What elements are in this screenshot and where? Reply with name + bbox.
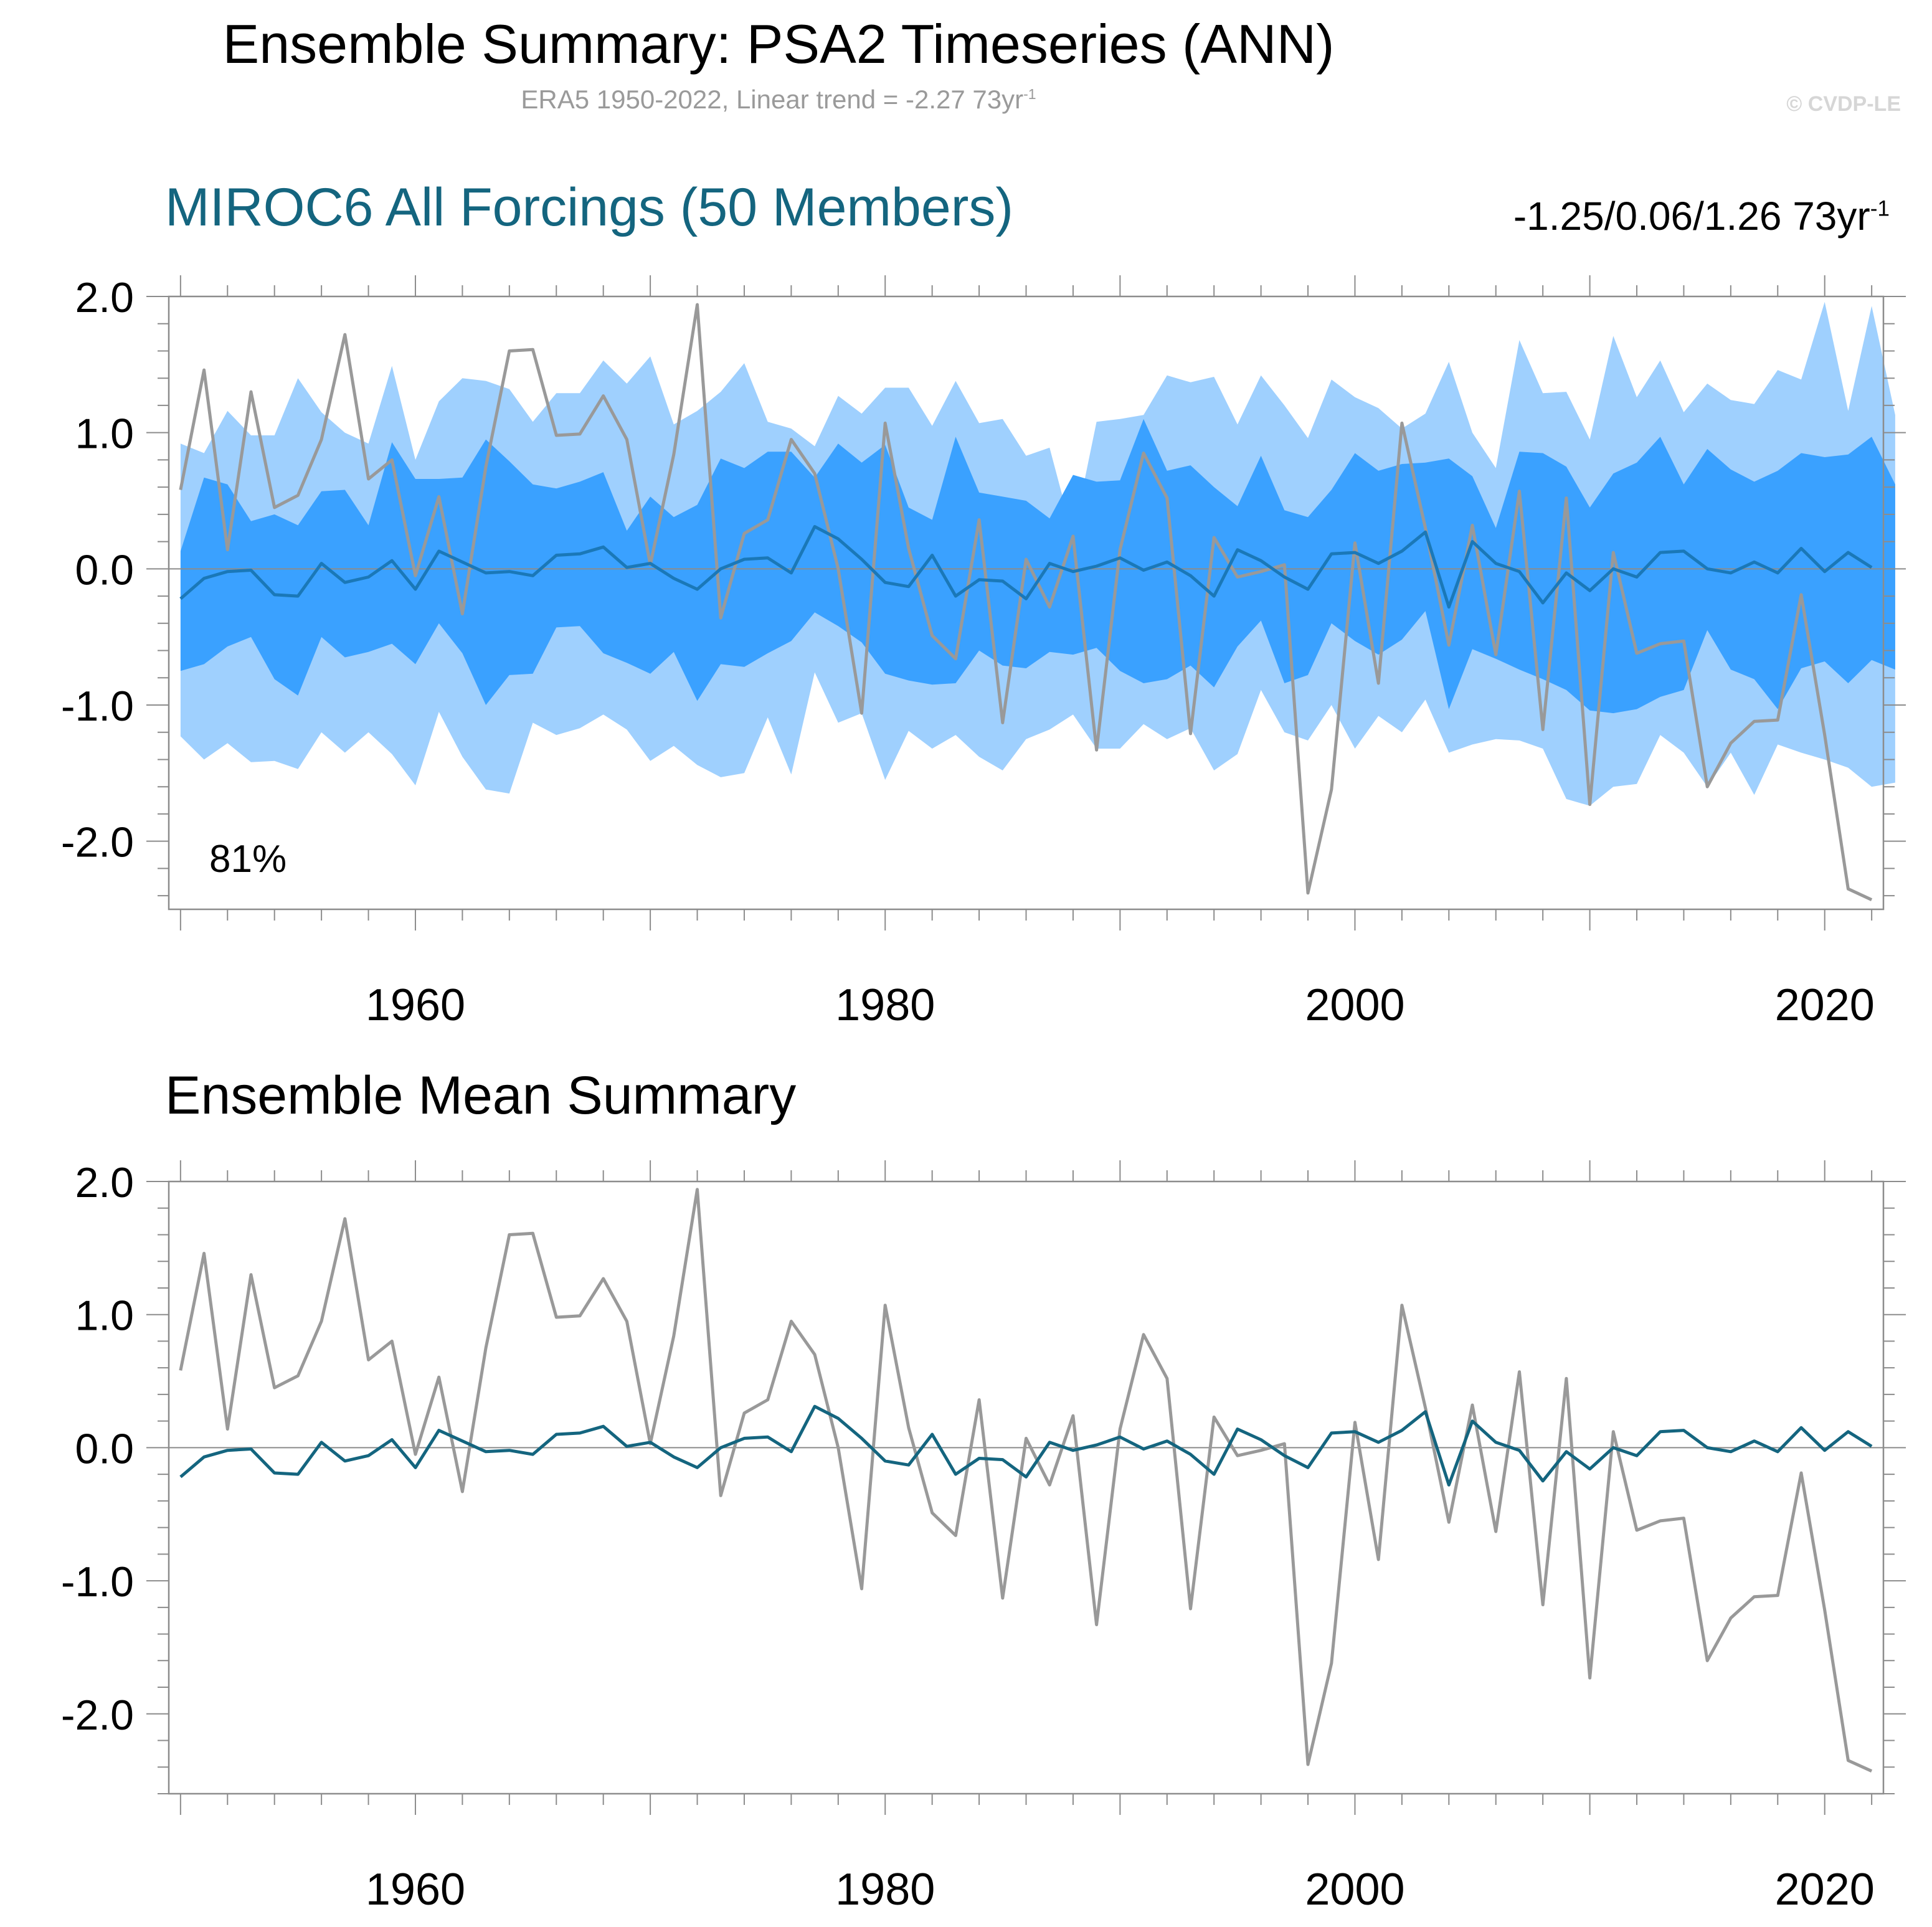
x-tick-label: 1960 (366, 980, 465, 1030)
observations-line (179, 1188, 1873, 1773)
y-tick-label: 1.0 (75, 410, 134, 458)
trend-text: -1.25/0.06/1.26 73yr (1513, 194, 1870, 239)
observations-line (179, 303, 1873, 901)
ensemble-mean-line (179, 1404, 1873, 1487)
copyright-label: © CVDP-LE (1786, 92, 1901, 116)
x-tick-label: 1960 (366, 1865, 465, 1915)
percent-annotation: 81% (209, 838, 286, 881)
trend-exponent: -1 (1870, 196, 1890, 221)
top-panel: 1960 1980 2000 2020 2.0 1.0 0.0 -1.0 -2.0 81% (61, 274, 1906, 1030)
y-tick-label: 1.0 (75, 1292, 134, 1340)
y-tick-label: 2.0 (75, 274, 134, 321)
ensemble-spread-inner-band (180, 419, 1895, 714)
x-tick-label: 1980 (835, 1865, 935, 1915)
bottom-panel-title: Ensemble Mean Summary (165, 1066, 797, 1125)
y-tick-label: 0.0 (75, 1425, 134, 1472)
top-panel-trend-label: -1.25/0.06/1.26 73yr-1 (1513, 193, 1890, 239)
y-tick-label: -1.0 (61, 683, 134, 730)
figure-subtitle: ERA5 1950-2022, Linear trend = -2.27 73y… (0, 85, 1557, 115)
x-tick-label: 2020 (1775, 980, 1875, 1030)
x-tick-label: 2020 (1775, 1865, 1875, 1915)
bottom-panel: 1960 1980 2000 2020 2.0 1.0 0.0 -1.0 -2.0 (61, 1159, 1906, 1915)
y-tick-label: 0.0 (75, 546, 134, 594)
x-tick-label: 2000 (1305, 980, 1404, 1030)
figure-title: Ensemble Summary: PSA2 Timeseries (ANN) (222, 13, 1335, 75)
x-tick-label: 2000 (1305, 1865, 1404, 1915)
subtitle-exponent: -1 (1023, 86, 1036, 102)
y-tick-label: -2.0 (61, 819, 134, 866)
y-tick-label: -2.0 (61, 1692, 134, 1739)
y-tick-label: 2.0 (75, 1159, 134, 1206)
y-tick-label: -1.0 (61, 1558, 134, 1606)
subtitle-text: ERA5 1950-2022, Linear trend = -2.27 73y… (521, 85, 1024, 114)
ensemble-mean-line (179, 525, 1873, 609)
x-tick-label: 1980 (835, 980, 935, 1030)
top-panel-title: MIROC6 All Forcings (50 Members) (165, 178, 1013, 237)
